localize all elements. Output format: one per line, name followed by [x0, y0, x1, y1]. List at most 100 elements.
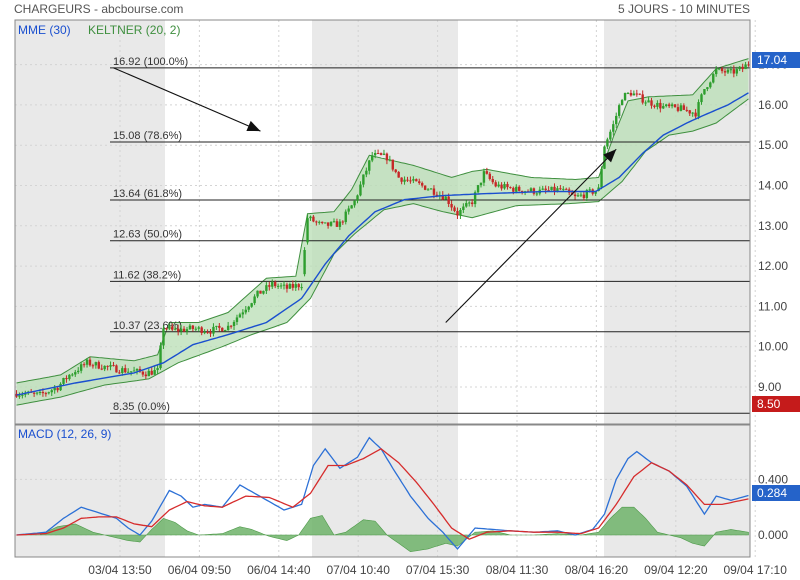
candle-body: [609, 131, 612, 140]
candle-body: [44, 393, 48, 395]
candle-body: [165, 328, 168, 330]
candle-body: [703, 89, 706, 95]
candle-body: [150, 370, 153, 375]
axes: 9.00 10.00 11.00 12.00 13.00 14.00 15.00 16.00 1…: [14, 19, 788, 577]
shade-band-6: [604, 425, 750, 557]
candle-body: [94, 362, 98, 366]
candle-body: [203, 332, 206, 334]
candle-body: [559, 188, 562, 190]
candle-body: [65, 377, 68, 380]
candle-body: [500, 184, 503, 189]
candle-body: [297, 284, 300, 288]
candle-body: [697, 102, 700, 117]
candle-body: [97, 362, 100, 369]
candle-body: [488, 173, 492, 180]
candle-body: [77, 370, 80, 373]
candle-body: [62, 377, 65, 384]
price-tick-label: 10.00: [758, 340, 788, 354]
candle-body: [162, 328, 165, 346]
candle-body: [576, 195, 580, 197]
candle-body: [606, 139, 609, 147]
candle-body: [338, 221, 342, 227]
candle-body: [300, 287, 303, 289]
candle-body: [432, 188, 436, 195]
candle-body: [412, 179, 415, 181]
candle-body: [700, 94, 703, 103]
fib-level-label: 15.08 (78.6%): [113, 130, 182, 142]
price-tick-label: 16.00: [758, 98, 788, 112]
candle-body: [56, 387, 59, 391]
candle-body: [623, 93, 627, 101]
macd-value-badge: [752, 485, 800, 501]
candle-body: [41, 391, 45, 394]
candle-body: [306, 218, 309, 243]
fibonacci-levels: 16.92 (100.0%) 15.08 (78.6%) 13.64 (61.8%)…: [110, 56, 750, 414]
candle-body: [391, 159, 394, 170]
candle-body: [221, 327, 224, 332]
candle-body: [706, 87, 709, 90]
candle-body: [426, 189, 430, 191]
candle-body: [135, 368, 139, 371]
macd-tick-label: 0.400: [758, 472, 788, 486]
fib-level-label: 13.64 (61.8%): [113, 188, 182, 200]
candle-body: [670, 104, 674, 107]
candle-body: [247, 306, 250, 310]
candle-body: [509, 187, 512, 189]
macd-tick-label: 0.000: [758, 528, 788, 542]
annotation-arrow-line: [113, 67, 261, 132]
candle-body: [612, 124, 615, 132]
annotation-arrow-head: [603, 149, 617, 163]
candle-body: [288, 284, 292, 289]
candle-body: [741, 66, 744, 70]
candle-body: [373, 153, 377, 156]
candle-body: [385, 153, 389, 161]
candle-body: [659, 102, 662, 109]
candle-body: [126, 371, 130, 373]
candle-body: [315, 221, 318, 223]
mme-line-group: [16, 92, 749, 396]
candle-body: [588, 189, 591, 191]
time-tick-label: 06/04 14:40: [247, 563, 311, 577]
candle-body: [662, 106, 665, 109]
macd-panel-border: [14, 424, 751, 558]
candle-body: [476, 185, 480, 193]
time-tick-label: 07/04 15:30: [406, 563, 470, 577]
candle-body: [503, 184, 506, 189]
candle-body: [206, 332, 209, 334]
candle-body: [470, 202, 474, 205]
candle-body: [582, 194, 586, 199]
candle-body: [726, 69, 730, 73]
candle-body: [359, 184, 362, 196]
candle-body: [47, 392, 51, 394]
candle-body: [653, 105, 656, 107]
candle-body: [529, 188, 533, 192]
candle-body: [594, 191, 597, 194]
candle-body: [156, 368, 159, 371]
candle-body: [282, 284, 286, 286]
candle-body: [556, 188, 559, 192]
time-tick-label: 03/04 13:50: [88, 563, 152, 577]
candle-body: [603, 146, 606, 169]
keltner-upper-line: [16, 58, 749, 384]
macd-histogram: [16, 506, 749, 553]
candle-body: [468, 202, 471, 204]
candle-body: [323, 222, 327, 224]
candle-body: [650, 100, 653, 106]
candle-body: [35, 392, 39, 394]
signal-line: [16, 448, 749, 540]
candle-body: [406, 179, 409, 181]
candle-body: [259, 290, 262, 294]
candle-body: [238, 314, 242, 318]
candle-body: [629, 92, 633, 96]
candle-body: [32, 392, 36, 394]
legend-macd: MACD (12, 26, 9): [18, 427, 111, 441]
period-label: 5 JOURS - 10 MINUTES: [618, 2, 750, 16]
candle-body: [144, 374, 148, 377]
trend-arrows: [113, 67, 617, 323]
candle-body: [59, 383, 62, 391]
candle-body: [532, 188, 536, 194]
candle-body: [562, 188, 565, 190]
candle-body: [294, 284, 297, 288]
candle-body: [456, 211, 459, 216]
candle-body: [241, 312, 245, 315]
